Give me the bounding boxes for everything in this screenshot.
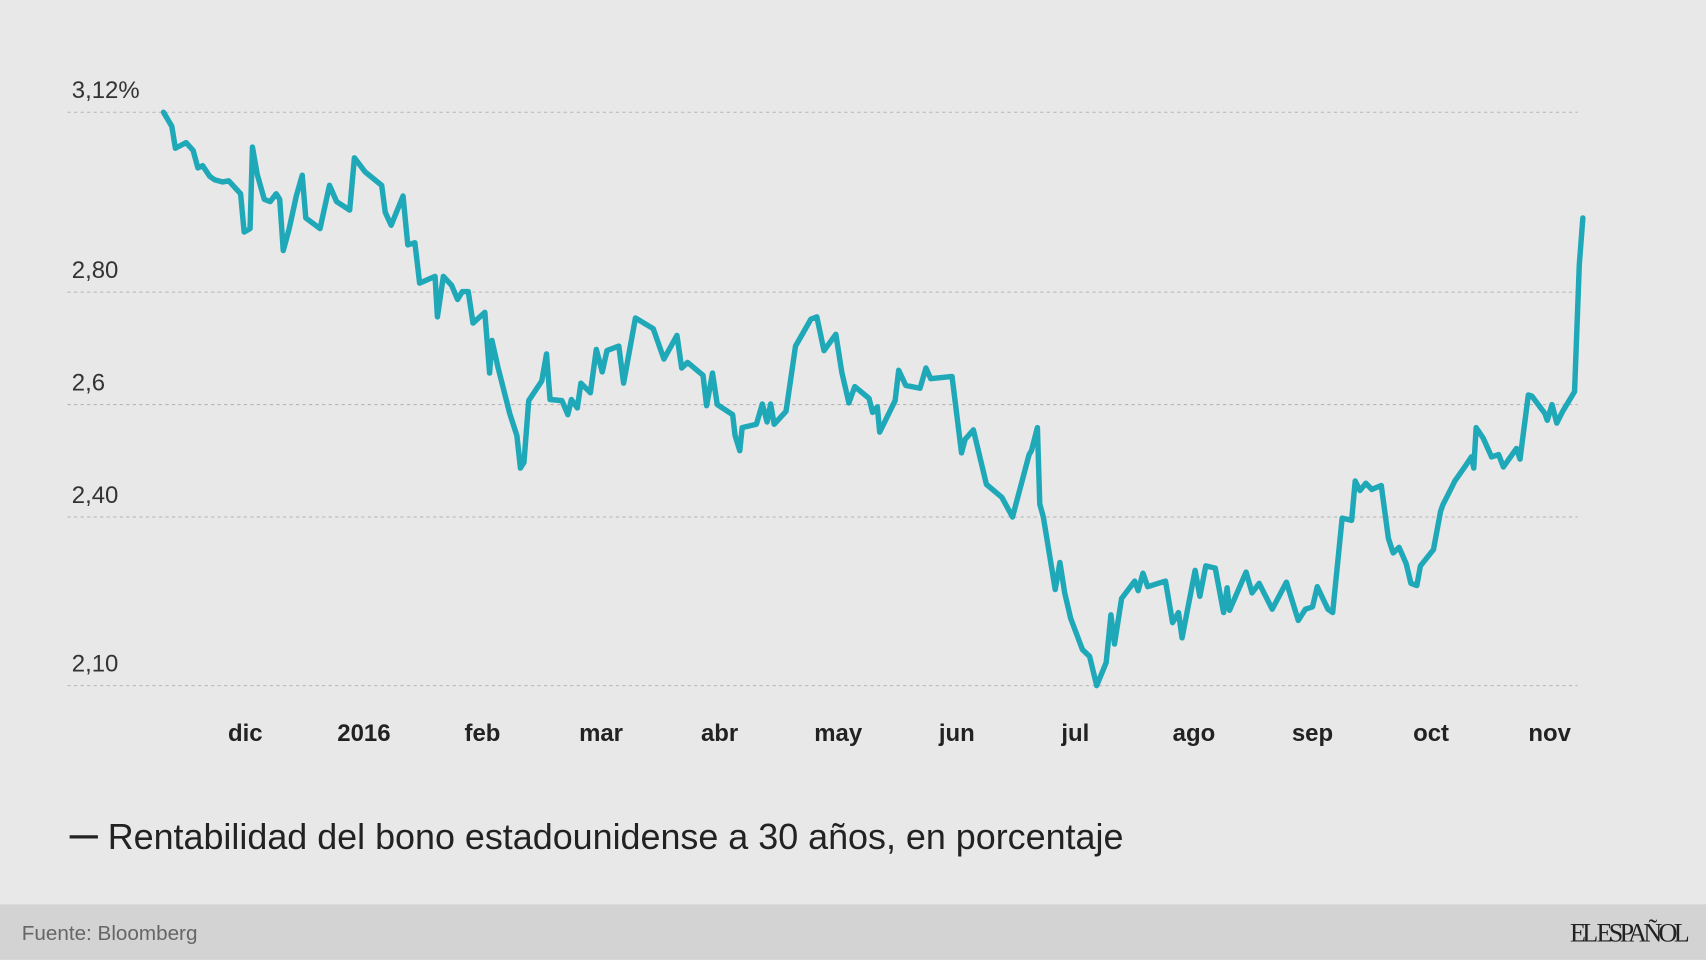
y-tick-label: 2,80	[72, 257, 119, 284]
x-tick-label: mar	[579, 720, 623, 747]
x-tick-label: dic	[228, 720, 263, 747]
x-tick-label: jun	[938, 720, 975, 747]
y-tick-label: 2,40	[72, 482, 119, 509]
x-tick-label: may	[814, 720, 863, 747]
logo: EL ESPAÑOL	[1570, 918, 1690, 947]
x-tick-label: jul	[1060, 720, 1089, 747]
x-tick-label: ago	[1173, 720, 1216, 747]
legend-label: Rentabilidad del bono estadounidense a 3…	[108, 817, 1124, 857]
x-tick-label: oct	[1413, 720, 1449, 747]
x-tick-label: abr	[701, 720, 738, 747]
y-tick-label: 2,6	[72, 369, 105, 396]
x-tick-label: nov	[1528, 720, 1571, 747]
x-tick-label: feb	[465, 720, 501, 747]
x-tick-label: 2016	[337, 720, 390, 747]
y-tick-label: 2,10	[72, 650, 119, 677]
x-tick-label: sep	[1292, 720, 1333, 747]
source: Fuente: Bloomberg	[22, 922, 198, 945]
footer-bar	[0, 904, 1706, 960]
y-tick-label: 3,12%	[72, 77, 140, 104]
data-line	[160, 109, 1586, 689]
